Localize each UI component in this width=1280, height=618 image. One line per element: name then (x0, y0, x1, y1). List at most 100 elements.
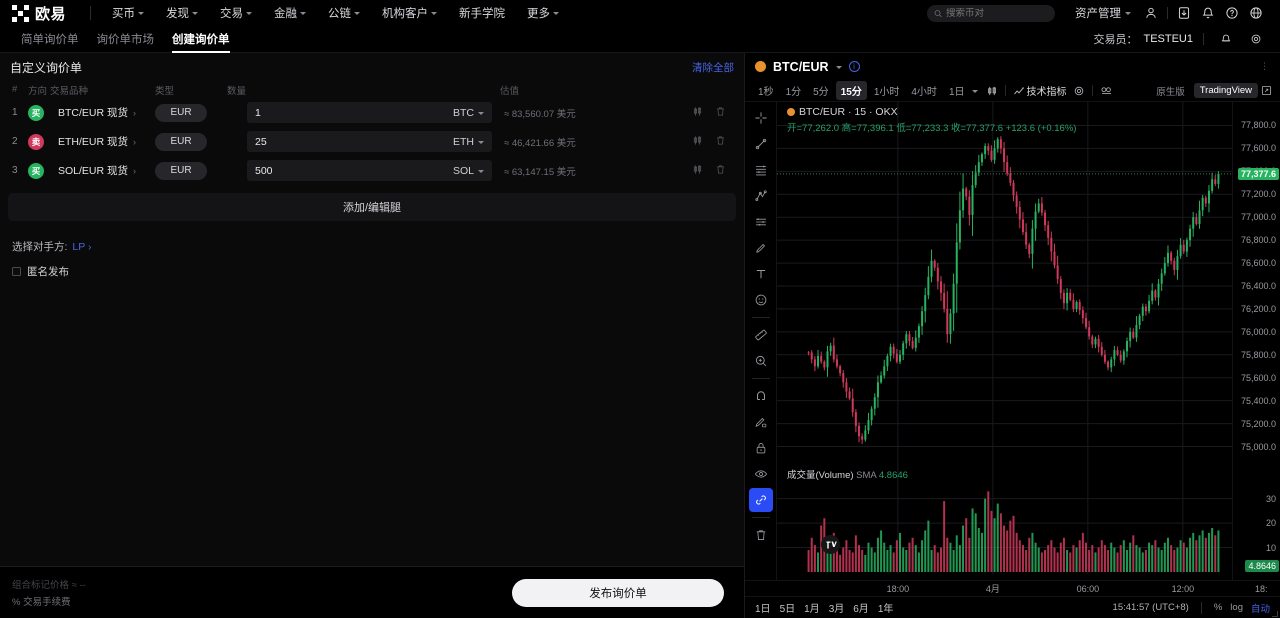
link-icon[interactable] (748, 488, 773, 512)
delete-icon[interactable] (715, 135, 726, 149)
lock-icon[interactable] (749, 436, 773, 460)
scale-log-toggle[interactable]: log (1230, 602, 1243, 613)
nav-item-buy-crypto[interactable]: 买币 (101, 0, 155, 26)
nav-item-finance[interactable]: 金融 (263, 0, 317, 26)
period-5d[interactable]: 5日 (779, 604, 796, 615)
timeframe-1m[interactable]: 1分 (785, 87, 802, 98)
compare-icon[interactable] (1100, 85, 1113, 97)
indicators-icon[interactable] (1013, 85, 1025, 97)
quantity-input-wrap[interactable]: ETH (247, 131, 492, 152)
quantity-input[interactable] (255, 106, 453, 119)
scale-auto-toggle[interactable]: 自动 (1250, 603, 1270, 615)
period-3mo[interactable]: 3月 (828, 604, 845, 615)
nav-item-discover[interactable]: 发现 (155, 0, 209, 26)
brand-logo[interactable]: 欧易 (12, 3, 66, 24)
chart-settings-icon[interactable] (1073, 85, 1085, 97)
settings-button[interactable] (1244, 27, 1268, 51)
pitchfork-icon[interactable] (749, 184, 773, 208)
quantity-input-wrap[interactable]: BTC (247, 102, 492, 123)
nav-item-trade[interactable]: 交易 (209, 0, 263, 26)
quantity-input[interactable] (255, 135, 453, 148)
period-1d[interactable]: 1日 (755, 604, 771, 615)
unit-selector[interactable]: BTC (453, 107, 484, 119)
unit-selector[interactable]: SOL (453, 165, 484, 177)
chart-panel-menu-button[interactable]: ⋮ (1260, 61, 1270, 71)
zoom-in-icon[interactable] (749, 349, 773, 373)
crosshair-icon[interactable] (749, 106, 773, 130)
help-button[interactable] (1220, 1, 1244, 25)
instrument-selector[interactable]: ETH/EUR 现货 › (50, 134, 155, 149)
view-mode-tradingview[interactable]: TradingView (1193, 83, 1258, 98)
language-button[interactable] (1244, 1, 1268, 25)
download-app-button[interactable] (1172, 1, 1196, 25)
direction-badge-buy[interactable]: 买 (28, 104, 44, 121)
scale-percent-toggle[interactable]: % (1213, 602, 1223, 613)
type-pill[interactable]: EUR (155, 132, 207, 151)
brush-icon[interactable] (749, 236, 773, 260)
text-icon[interactable] (749, 262, 773, 286)
measure-icon[interactable] (749, 323, 773, 347)
resize-handle[interactable] (1272, 611, 1278, 617)
type-pill[interactable]: EUR (155, 161, 207, 180)
timeframe-4h[interactable]: 4小时 (911, 87, 937, 98)
nav-item-more[interactable]: 更多 (516, 0, 570, 26)
timeframe-1d[interactable]: 1日 (948, 87, 965, 98)
delete-icon[interactable] (715, 106, 726, 120)
publish-rfq-button[interactable]: 发布询价单 (512, 578, 724, 607)
timeframe-1s[interactable]: 1秒 (758, 87, 774, 98)
fib-retracement-icon[interactable] (749, 210, 773, 234)
add-edit-leg-button[interactable]: 添加/编辑腿 (8, 193, 736, 221)
user-account-button[interactable] (1139, 1, 1163, 25)
nav-item-academy[interactable]: 新手学院 (448, 0, 516, 26)
timeframe-5m[interactable]: 5分 (813, 87, 829, 98)
trend-line-icon[interactable] (749, 132, 773, 156)
quantity-input[interactable] (255, 164, 453, 177)
candlestick-icon[interactable] (692, 135, 703, 149)
type-pill[interactable]: EUR (155, 103, 207, 122)
notifications-button[interactable] (1196, 1, 1220, 25)
clear-all-button[interactable]: 清除全部 (692, 61, 734, 74)
tradingview-logo-icon[interactable] (821, 535, 840, 554)
time-axis[interactable]: 18:00 4月 06:00 12:00 18: (745, 580, 1280, 596)
search-input[interactable] (946, 7, 1048, 19)
chevron-down-icon[interactable] (971, 89, 978, 93)
nav-item-institutional[interactable]: 机构客户 (371, 0, 448, 26)
candlestick-icon[interactable] (692, 106, 703, 120)
emoji-icon[interactable] (749, 288, 773, 312)
magnet-icon[interactable] (749, 384, 773, 408)
chart-type-icon[interactable] (986, 85, 998, 97)
asset-management-menu[interactable]: 资产管理 (1067, 5, 1139, 21)
candlestick-icon[interactable] (692, 164, 703, 178)
search-box[interactable] (927, 4, 1055, 22)
chart-plot-area[interactable]: BTC/EUR · 15 · OKX 开=77,262.0 高=77,396.1… (777, 102, 1232, 580)
period-6mo[interactable]: 6月 (853, 604, 869, 615)
quantity-input-wrap[interactable]: SOL (247, 160, 492, 181)
direction-badge-buy[interactable]: 买 (28, 162, 44, 179)
period-1y[interactable]: 1年 (877, 604, 894, 615)
tab-simple-rfq[interactable]: 简单询价单 (12, 26, 88, 53)
timeframe-15m[interactable]: 15分 (835, 81, 867, 100)
horizontal-lines-icon[interactable] (749, 158, 773, 182)
view-mode-native[interactable]: 原生版 (1156, 86, 1185, 98)
timeframe-1h[interactable]: 1小时 (873, 87, 900, 98)
tab-rfq-market[interactable]: 询价单市场 (88, 26, 164, 53)
anonymous-checkbox[interactable] (12, 267, 21, 276)
direction-badge-sell[interactable]: 卖 (28, 133, 44, 150)
instrument-selector[interactable]: BTC/EUR 现货 › (50, 105, 155, 120)
counterparty-selector[interactable]: LP › (72, 240, 92, 253)
fullscreen-icon[interactable] (1261, 85, 1272, 96)
nav-item-chain[interactable]: 公链 (317, 0, 371, 26)
instrument-selector[interactable]: SOL/EUR 现货 › (50, 163, 155, 178)
pencil-lock-icon[interactable] (749, 410, 773, 434)
period-1mo[interactable]: 1月 (804, 604, 820, 615)
unit-selector[interactable]: ETH (453, 136, 484, 148)
eye-icon[interactable] (749, 462, 773, 486)
delete-icon[interactable] (715, 164, 726, 178)
tab-create-rfq[interactable]: 创建询价单 (163, 26, 239, 53)
trash-icon[interactable] (749, 523, 773, 547)
chevron-down-icon[interactable] (835, 65, 842, 69)
alert-bell-button[interactable] (1214, 27, 1238, 51)
price-axis[interactable]: 77,800.077,600.077,400.077,200.077,000.0… (1232, 102, 1280, 580)
indicators-label[interactable]: 技术指标 (1026, 87, 1067, 98)
info-icon[interactable]: i (848, 61, 860, 72)
